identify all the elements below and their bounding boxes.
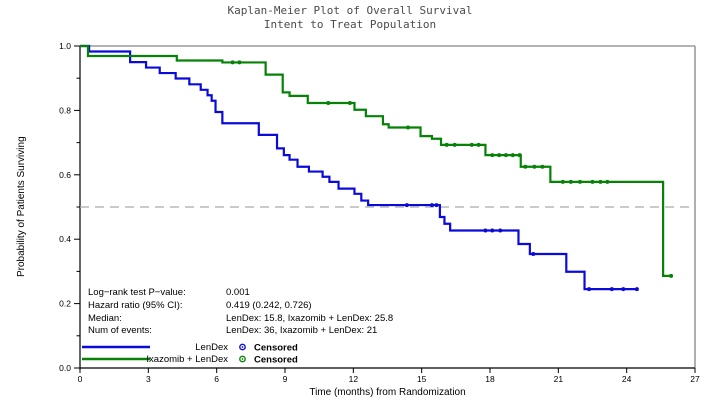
x-tick-label: 12 (349, 374, 359, 384)
stat-label: Log−rank test P−value: (88, 287, 186, 298)
censor-mark (532, 164, 537, 169)
x-axis-title: Time (months) from Randomization (309, 387, 466, 398)
x-tick-label: 0 (78, 374, 83, 384)
legend-censored-label: Censored (254, 343, 298, 354)
y-tick-label: 0.4 (59, 234, 71, 244)
censor-mark (568, 179, 573, 184)
censor-mark (560, 179, 565, 184)
x-tick-label: 18 (485, 374, 495, 384)
x-tick-label: 15 (417, 374, 427, 384)
legend-censor-marker-dot (241, 346, 244, 348)
survival-curve-lendex (80, 44, 637, 291)
censor-mark (476, 142, 481, 147)
stat-label: Median: (88, 312, 122, 324)
censor-mark (406, 125, 410, 130)
censor-mark (452, 142, 457, 147)
censor-mark (237, 60, 242, 65)
censor-mark (577, 179, 582, 184)
stat-row-median: Median: LenDex: 15.8, Ixazomib + LenDex:… (88, 313, 393, 326)
stat-row-hazard: Hazard ratio (95% CI): 0.419 (0.242, 0.7… (88, 300, 393, 313)
censor-mark (483, 228, 488, 233)
stats-block: Log−rank test P−value: 0.001 Hazard rati… (88, 287, 393, 338)
legend-censor-marker-dot (241, 358, 244, 360)
censor-mark (469, 142, 474, 147)
x-tick-label: 27 (690, 374, 700, 384)
title-line2: Intent to Treat Population (263, 18, 437, 31)
censor-mark (523, 164, 528, 169)
censor-mark (590, 179, 595, 184)
censor-mark (540, 164, 545, 169)
censor-mark (503, 153, 508, 158)
y-tick-label: 0.8 (59, 105, 71, 115)
stat-label: Hazard ratio (95% CI): (88, 299, 183, 311)
censor-mark (497, 153, 502, 158)
censor-mark (587, 287, 592, 292)
y-tick-label: 0.2 (59, 299, 71, 309)
censor-mark (404, 203, 409, 208)
stat-value: LenDex: 36, Ixazomib + LenDex: 21 (226, 325, 378, 337)
censor-mark (444, 142, 449, 147)
censor-mark (621, 287, 626, 292)
censor-mark (490, 153, 495, 158)
censor-mark (531, 252, 536, 257)
stat-row-events: Num of events: LenDex: 36, Ixazomib + Le… (88, 325, 393, 338)
y-tick-label: 0.0 (59, 363, 71, 373)
survival-curve-ixazomib-lendex (80, 44, 672, 278)
censor-mark (326, 100, 331, 105)
plot-titles: Kaplan-Meier Plot of Overall Survival In… (0, 4, 700, 32)
censor-mark (434, 203, 439, 208)
censor-mark (605, 179, 610, 184)
censor-mark (609, 287, 614, 292)
censor-mark (517, 153, 522, 158)
stat-value: LenDex: 15.8, Ixazomib + LenDex: 25.8 (226, 312, 394, 324)
censor-mark (498, 228, 503, 233)
stat-value: 0.419 (0.242, 0.726) (226, 299, 312, 311)
censor-mark (429, 203, 434, 208)
stat-row-pvalue: Log−rank test P−value: 0.001 (88, 287, 393, 300)
censor-mark (230, 60, 235, 65)
y-tick-label: 1.0 (59, 41, 71, 51)
x-tick-label: 9 (283, 374, 288, 384)
x-tick-label: 6 (214, 374, 219, 384)
x-tick-label: 24 (622, 374, 632, 384)
legend-censored-label: Censored (254, 355, 298, 366)
title-line1: Kaplan-Meier Plot of Overall Survival (227, 4, 473, 17)
stat-label: Num of events: (88, 325, 152, 337)
stat-value: 0.001 (226, 287, 250, 298)
censor-mark (669, 273, 674, 278)
x-tick-label: 21 (554, 374, 564, 384)
legend-series-label: Ixazomib + LenDex (146, 354, 228, 365)
censor-mark (510, 153, 515, 158)
censor-mark (347, 100, 352, 105)
censor-mark (634, 287, 639, 292)
y-tick-label: 0.6 (59, 170, 71, 180)
x-tick-label: 3 (146, 374, 151, 384)
censor-mark (490, 228, 495, 233)
censor-mark (598, 179, 603, 184)
legend-series-label: LenDex (195, 342, 228, 353)
